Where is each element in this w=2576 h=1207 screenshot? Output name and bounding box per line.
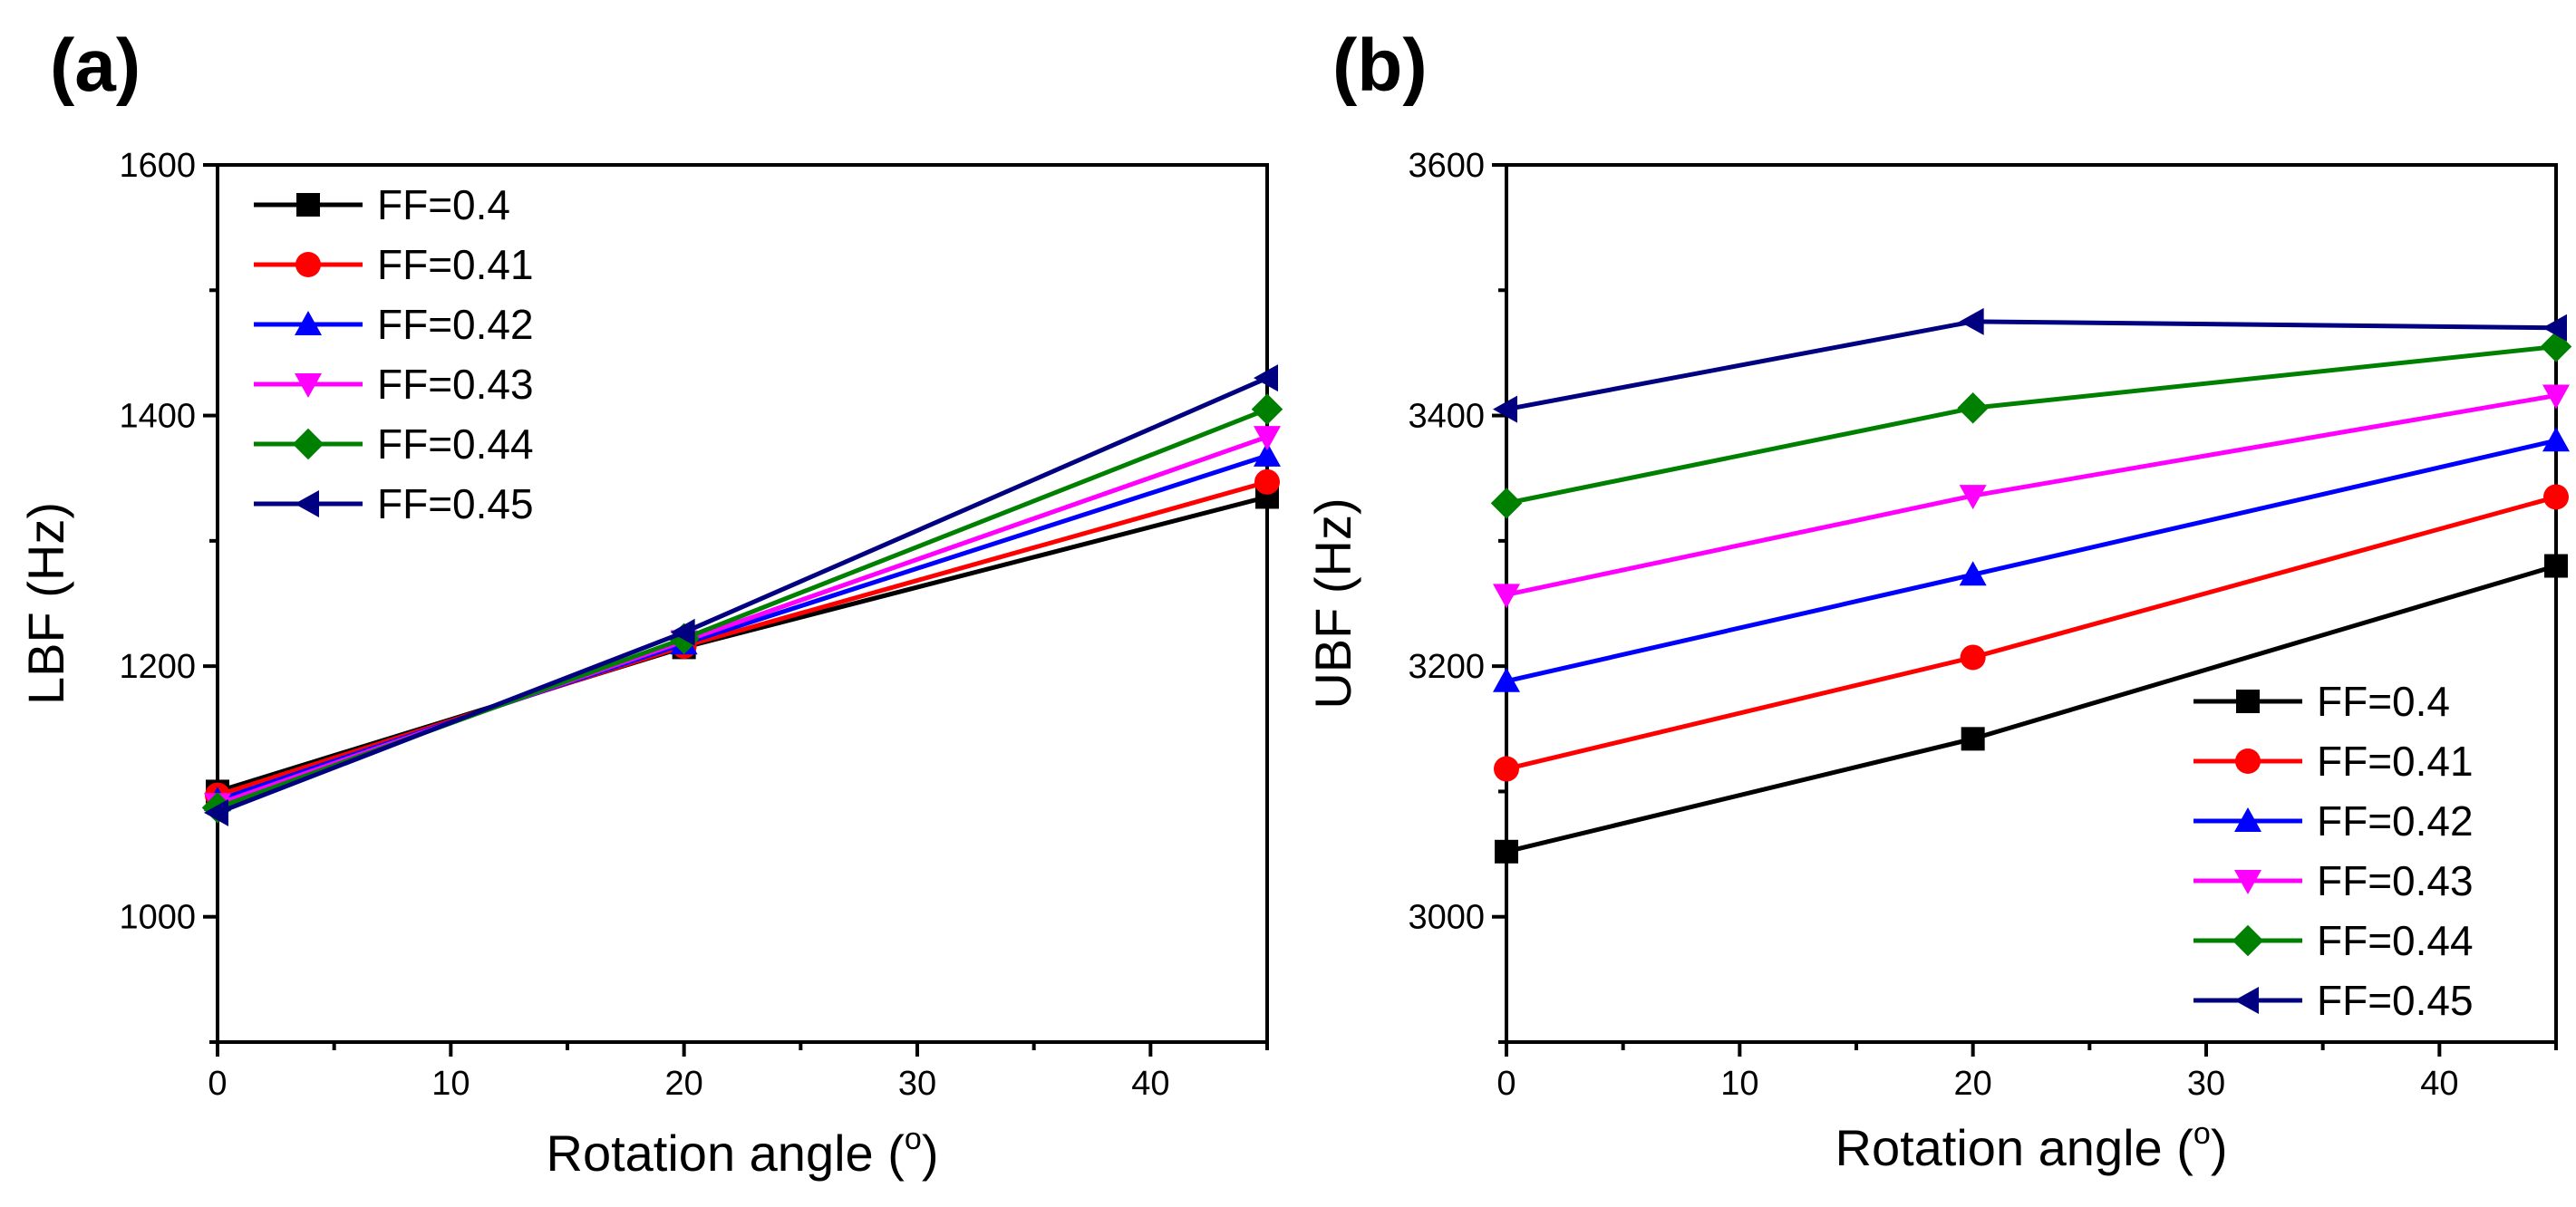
data-point [1959, 485, 1987, 510]
data-point [1251, 393, 1283, 425]
legend-label: FF=0.42 [377, 301, 534, 348]
y-axis-title: LBF (Hz) [17, 502, 74, 705]
data-point [1254, 468, 1280, 495]
x-tick-label: 20 [1954, 1065, 1992, 1103]
plot-frame [1505, 163, 2558, 1044]
legend-marker [295, 252, 321, 277]
legend-marker [2232, 924, 2264, 957]
data-point [204, 798, 228, 826]
x-tick-label: 10 [1720, 1065, 1758, 1103]
data-point [1959, 307, 1984, 335]
legend-marker [2234, 807, 2261, 832]
panel-a: (a) 0 10 20 30 40 1000 1200 1400 1600 Rotation ang… [17, 24, 1283, 1182]
legend-label: FF=0.4 [377, 181, 510, 228]
y-tick-label: 1000 [119, 899, 196, 937]
legend-label: FF=0.43 [2317, 857, 2474, 904]
series-line [1506, 344, 2557, 506]
legend-marker [2235, 748, 2261, 774]
legend-marker [295, 373, 322, 398]
panel-label: (a) [50, 24, 140, 107]
x-tick-label: 40 [2420, 1065, 2458, 1103]
y-tick-label: 3000 [1408, 899, 1485, 937]
y-axis-title: UBF (Hz) [1304, 497, 1361, 709]
x-tick-label: 0 [1496, 1065, 1516, 1103]
data-point [1493, 584, 1520, 609]
series-line [1506, 495, 2557, 771]
legend-marker [292, 428, 324, 460]
legend-marker [2234, 870, 2261, 894]
legend-label: FF=0.44 [2317, 917, 2474, 964]
legend-marker [296, 193, 320, 217]
y-tick-label: 3400 [1408, 398, 1485, 436]
data-point [2542, 384, 2570, 410]
y-tick-label: 1600 [119, 147, 196, 185]
data-point [1494, 756, 1519, 782]
legend-label: FF=0.41 [2317, 738, 2474, 785]
data-point [1493, 667, 1520, 692]
data-point [1959, 561, 1987, 586]
x-tick-label: 0 [208, 1065, 227, 1103]
y-tick-label: 3600 [1408, 147, 1485, 185]
x-tick-label: 40 [1131, 1065, 1169, 1103]
y-tick-label: 1400 [119, 398, 196, 436]
data-point [1957, 392, 1989, 424]
x-tick-label: 30 [898, 1065, 936, 1103]
legend-label: FF=0.44 [377, 420, 534, 468]
data-point [1254, 426, 1281, 451]
x-tick-label: 10 [431, 1065, 470, 1103]
data-point [2540, 331, 2572, 362]
data-point [1254, 364, 1278, 392]
legend-marker [295, 490, 319, 517]
x-axis-title: Rotation angle (o) [547, 1122, 939, 1182]
x-tick-label: 30 [2187, 1065, 2225, 1103]
x-tick-label: 20 [665, 1065, 703, 1103]
plot-frame [216, 163, 1269, 1044]
legend-label: FF=0.45 [377, 480, 534, 527]
data-point [2543, 484, 2569, 510]
data-point [2542, 427, 2570, 452]
legend-marker [2234, 987, 2259, 1014]
data-point [1254, 441, 1281, 467]
data-point [670, 618, 695, 646]
legend-marker [2236, 690, 2260, 713]
panel-label: (b) [1332, 24, 1428, 107]
y-tick-label: 1200 [119, 648, 196, 686]
data-point [1490, 488, 1523, 519]
y-tick-label: 3200 [1408, 648, 1485, 686]
x-axis-title: Rotation angle (o) [1835, 1116, 2228, 1176]
data-point [1960, 644, 1986, 671]
data-point [2542, 314, 2567, 342]
series-line [1506, 392, 2557, 597]
legend-label: FF=0.41 [377, 241, 534, 288]
data-point [2544, 554, 2568, 578]
legend-marker [295, 311, 322, 335]
legend-label: FF=0.43 [377, 361, 534, 408]
data-point [1493, 395, 1517, 423]
data-point [1495, 839, 1518, 864]
legend-label: FF=0.4 [2317, 678, 2450, 725]
panel-b: (b) 0 10 20 30 40 3000 3200 3400 3600 Rotation ang… [1304, 24, 2572, 1176]
legend-label: FF=0.45 [2317, 977, 2474, 1024]
legend-label: FF=0.42 [2317, 797, 2474, 845]
data-point [1961, 727, 1985, 751]
